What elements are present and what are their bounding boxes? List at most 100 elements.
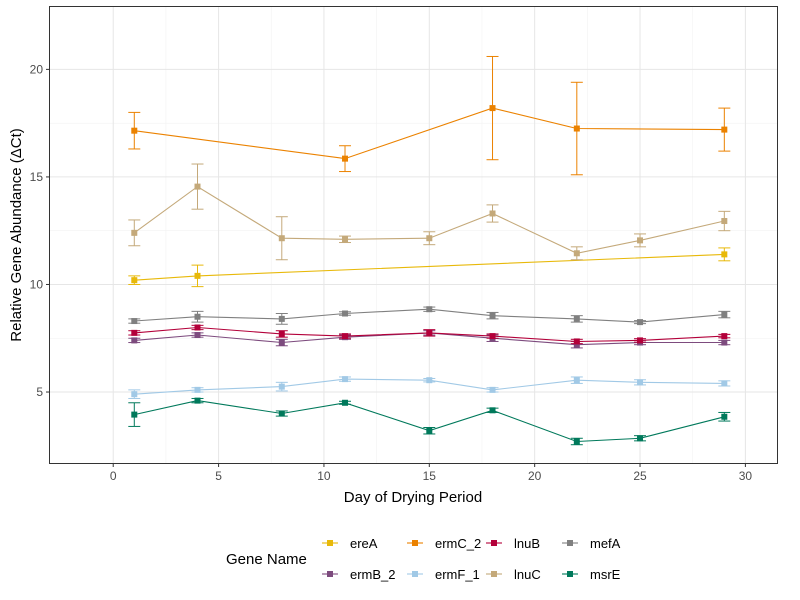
legend-key-marker xyxy=(567,571,573,577)
data-point-ereA xyxy=(721,251,728,258)
plot-panel xyxy=(49,6,778,464)
data-point-ermB_2 xyxy=(194,332,201,339)
series-lnuC xyxy=(128,163,731,261)
data-point-lnuB xyxy=(573,338,580,345)
data-point-lnuB xyxy=(426,329,433,336)
data-point-ermF_1 xyxy=(573,377,580,384)
data-point-mefA xyxy=(426,306,433,313)
legend-label: ermF_1 xyxy=(435,567,480,582)
x-tick-label: 15 xyxy=(423,469,437,483)
legend-label: lnuC xyxy=(514,567,541,582)
legend-item-lnuB: lnuB xyxy=(486,536,540,551)
data-point-msrE xyxy=(637,435,644,442)
data-point-ermC_2 xyxy=(721,126,728,133)
legend-label: ermB_2 xyxy=(350,567,396,582)
x-tick-label: 20 xyxy=(528,469,542,483)
data-point-msrE xyxy=(278,410,285,417)
data-point-lnuC xyxy=(278,235,285,242)
legend-item-ereA: ereA xyxy=(322,536,378,551)
data-point-ermF_1 xyxy=(637,379,644,386)
series-lnuB xyxy=(128,324,731,345)
legend-item-ermB_2: ermB_2 xyxy=(322,567,396,582)
data-point-ermC_2 xyxy=(573,125,580,132)
series-ermC_2 xyxy=(128,55,731,176)
y-tick-label: 20 xyxy=(30,62,44,76)
legend-label: ermC_2 xyxy=(435,536,481,551)
data-point-ermF_1 xyxy=(426,377,433,384)
data-point-mefA xyxy=(637,319,644,326)
data-point-msrE xyxy=(489,407,496,414)
x-tick-label: 5 xyxy=(215,469,222,483)
data-point-lnuC xyxy=(721,218,728,225)
x-axis-title: Day of Drying Period xyxy=(344,489,482,506)
legend-label: ereA xyxy=(350,536,378,551)
data-point-ermB_2 xyxy=(278,339,285,346)
data-point-lnuC xyxy=(573,250,580,257)
legend-key-marker xyxy=(491,540,497,546)
series-msrE xyxy=(128,397,731,446)
legend-key-marker xyxy=(412,540,418,546)
data-point-lnuB xyxy=(637,337,644,344)
data-point-ermC_2 xyxy=(342,155,349,162)
data-point-lnuB xyxy=(194,324,201,331)
y-axis-title: Relative Gene Abundance (ΔCt) xyxy=(8,128,25,341)
data-point-ermF_1 xyxy=(131,391,138,398)
legend-key-marker xyxy=(327,571,333,577)
legend-item-msrE: msrE xyxy=(562,567,621,582)
data-point-ermF_1 xyxy=(721,380,728,387)
data-point-ermF_1 xyxy=(489,386,496,393)
legend-key-marker xyxy=(412,571,418,577)
legend-key-marker xyxy=(327,540,333,546)
legend-label: msrE xyxy=(590,567,621,582)
data-point-ermB_2 xyxy=(131,337,138,344)
data-point-mefA xyxy=(131,318,138,325)
data-point-mefA xyxy=(194,313,201,320)
series-mefA xyxy=(128,306,731,326)
legend-title: Gene Name xyxy=(226,551,307,568)
y-tick-label: 5 xyxy=(36,385,43,399)
data-point-mefA xyxy=(342,310,349,317)
data-point-mefA xyxy=(573,315,580,322)
data-point-mefA xyxy=(489,312,496,319)
data-point-mefA xyxy=(278,315,285,322)
data-point-ermB_2 xyxy=(573,341,580,348)
data-point-ermC_2 xyxy=(131,127,138,134)
data-point-ermB_2 xyxy=(721,339,728,346)
data-point-lnuC xyxy=(342,236,349,243)
data-point-msrE xyxy=(721,413,728,420)
data-point-msrE xyxy=(426,427,433,434)
data-point-ermF_1 xyxy=(278,383,285,390)
series-layer xyxy=(128,55,731,446)
series-ermF_1 xyxy=(128,376,731,399)
legend: Gene Name ereA ermC_2 lnuB mefA ermB_2 ermF_1… xyxy=(226,536,621,582)
legend-key-marker xyxy=(491,571,497,577)
legend-key-marker xyxy=(567,540,573,546)
data-point-ermF_1 xyxy=(342,376,349,383)
data-point-lnuB xyxy=(131,329,138,336)
data-point-ereA xyxy=(194,272,201,279)
data-point-lnuB xyxy=(278,330,285,337)
data-point-lnuC xyxy=(426,235,433,242)
data-point-lnuC xyxy=(637,237,644,244)
axes: 0 5 10 15 20 25 30 5 10 15 20 xyxy=(30,62,753,483)
data-point-ermF_1 xyxy=(194,386,201,393)
data-point-msrE xyxy=(342,399,349,406)
x-tick-label: 30 xyxy=(739,469,753,483)
y-tick-label: 15 xyxy=(30,170,44,184)
x-tick-label: 25 xyxy=(633,469,647,483)
legend-item-ermF_1: ermF_1 xyxy=(407,567,480,582)
legend-label: lnuB xyxy=(514,536,540,551)
legend-label: mefA xyxy=(590,536,621,551)
data-point-lnuC xyxy=(131,229,138,236)
data-point-lnuC xyxy=(194,183,201,190)
data-point-ereA xyxy=(131,277,138,284)
legend-item-mefA: mefA xyxy=(562,536,621,551)
x-tick-label: 0 xyxy=(110,469,117,483)
data-point-lnuC xyxy=(489,210,496,217)
data-point-msrE xyxy=(131,411,138,418)
legend-item-ermC_2: ermC_2 xyxy=(407,536,481,551)
data-point-lnuB xyxy=(342,333,349,340)
data-point-msrE xyxy=(573,438,580,445)
